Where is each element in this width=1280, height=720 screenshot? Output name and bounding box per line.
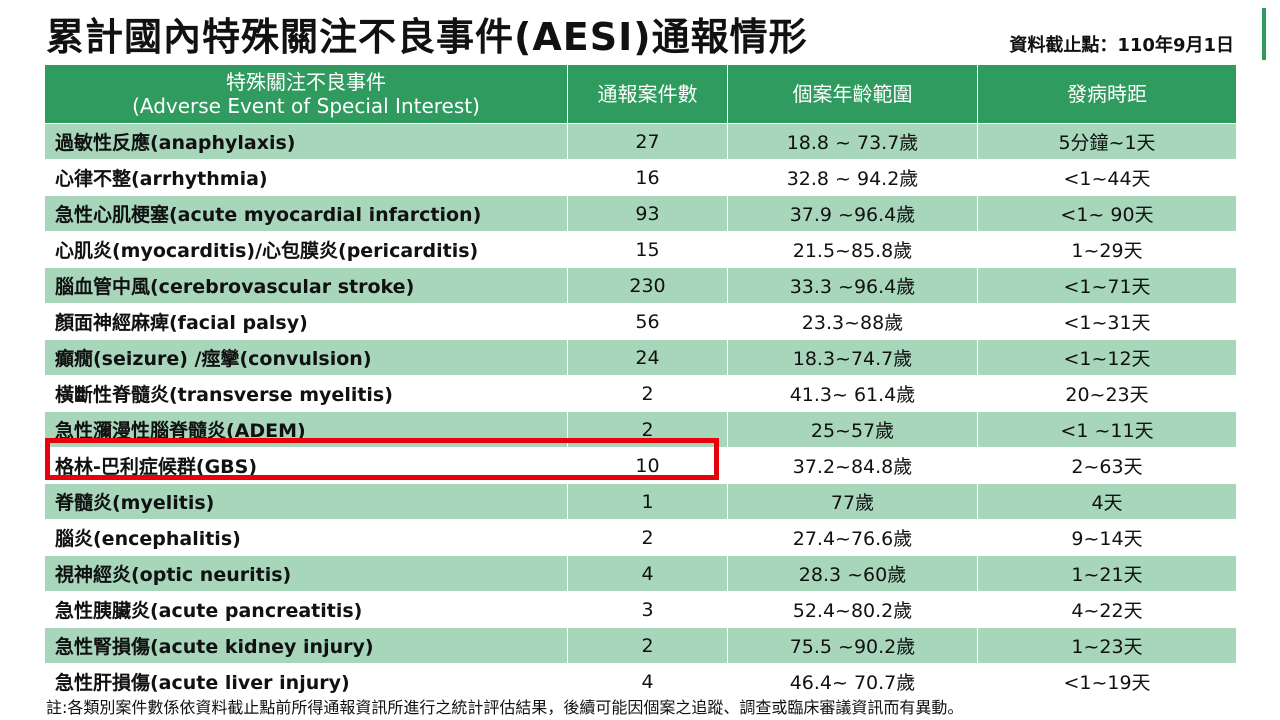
age-range-cell: 21.5~85.8歲	[727, 231, 978, 268]
page-title: 累計國內特殊關注不良事件(AESI)通報情形	[46, 15, 808, 59]
count-cell: 10	[567, 447, 728, 484]
event-cell: 急性胰臟炎(acute pancreatitis)	[44, 591, 568, 628]
onset-cell: 2~63天	[977, 447, 1237, 484]
count-cell: 2	[567, 519, 728, 556]
age-range-cell: 75.5 ~90.2歲	[727, 627, 978, 664]
table-row: 心肌炎(myocarditis)/心包膜炎(pericarditis) 15 21.…	[44, 231, 1237, 268]
onset-cell: <1 ~11天	[977, 411, 1237, 448]
age-range-cell: 52.4~80.2歲	[727, 591, 978, 628]
age-range-cell: 18.3~74.7歲	[727, 339, 978, 376]
event-cell: 腦炎(encephalitis)	[44, 519, 568, 556]
age-range-cell: 37.9 ~96.4歲	[727, 195, 978, 232]
count-cell: 27	[567, 123, 728, 160]
event-cell: 脊髓炎(myelitis)	[44, 483, 568, 520]
table-row: 視神經炎(optic neuritis) 4 28.3 ~60歲 1~21天	[44, 555, 1237, 592]
onset-cell: <1~19天	[977, 663, 1237, 700]
data-cutoff-date: 資料截止點：110年9月1日	[1009, 35, 1234, 56]
table-row: 心律不整(arrhythmia) 16 32.8 ~ 94.2歲 <1~44天	[44, 159, 1237, 196]
header-count: 通報案件數	[567, 64, 728, 124]
event-cell: 橫斷性脊髓炎(transverse myelitis)	[44, 375, 568, 412]
onset-cell: <1~71天	[977, 267, 1237, 304]
count-cell: 56	[567, 303, 728, 340]
count-cell: 15	[567, 231, 728, 268]
event-cell: 格林-巴利症候群(GBS)	[44, 447, 568, 484]
accent-bar	[1262, 8, 1266, 60]
count-cell: 3	[567, 591, 728, 628]
onset-cell: 4~22天	[977, 591, 1237, 628]
table-row: 急性腎損傷(acute kidney injury) 2 75.5 ~90.2歲 1~…	[44, 627, 1237, 664]
event-cell: 腦血管中風(cerebrovascular stroke)	[44, 267, 568, 304]
table-row: 腦炎(encephalitis) 2 27.4~76.6歲 9~14天	[44, 519, 1237, 556]
table-row: 橫斷性脊髓炎(transverse myelitis) 2 41.3~ 61.4歲 2…	[44, 375, 1237, 412]
age-range-cell: 27.4~76.6歲	[727, 519, 978, 556]
event-cell: 急性瀰漫性腦脊髓炎(ADEM)	[44, 411, 568, 448]
count-cell: 4	[567, 555, 728, 592]
onset-cell: <1~12天	[977, 339, 1237, 376]
count-cell: 230	[567, 267, 728, 304]
onset-cell: 1~21天	[977, 555, 1237, 592]
event-cell: 急性腎損傷(acute kidney injury)	[44, 627, 568, 664]
age-range-cell: 33.3 ~96.4歲	[727, 267, 978, 304]
event-cell: 過敏性反應(anaphylaxis)	[44, 123, 568, 160]
footnote: 註:各類別案件數係依資料截止點前所得通報資訊所進行之統計評估結果，後續可能因個案…	[46, 698, 964, 717]
table-row: 腦血管中風(cerebrovascular stroke) 230 33.3 ~96…	[44, 267, 1237, 304]
count-cell: 16	[567, 159, 728, 196]
table-row: 急性胰臟炎(acute pancreatitis) 3 52.4~80.2歲 4~22…	[44, 591, 1237, 628]
onset-cell: 9~14天	[977, 519, 1237, 556]
table-header-row: 特殊關注不良事件 (Adverse Event of Special Inter…	[44, 64, 1237, 124]
count-cell: 1	[567, 483, 728, 520]
table-row: 急性心肌梗塞(acute myocardial infarction) 93 37.…	[44, 195, 1237, 232]
age-range-cell: 46.4~ 70.7歲	[727, 663, 978, 700]
onset-cell: 1~29天	[977, 231, 1237, 268]
onset-cell: 5分鐘~1天	[977, 123, 1237, 160]
onset-cell: <1~44天	[977, 159, 1237, 196]
event-cell: 心律不整(arrhythmia)	[44, 159, 568, 196]
age-range-cell: 37.2~84.8歲	[727, 447, 978, 484]
onset-cell: 4天	[977, 483, 1237, 520]
age-range-cell: 25~57歲	[727, 411, 978, 448]
event-cell: 急性肝損傷(acute liver injury)	[44, 663, 568, 700]
age-range-cell: 18.8 ~ 73.7歲	[727, 123, 978, 160]
age-range-cell: 77歲	[727, 483, 978, 520]
table-row: 顏面神經麻痺(facial palsy) 56 23.3~88歲 <1~31天	[44, 303, 1237, 340]
event-cell: 急性心肌梗塞(acute myocardial infarction)	[44, 195, 568, 232]
header-event-en: (Adverse Event of Special Interest)	[132, 94, 480, 118]
header-age-range: 個案年齡範圍	[727, 64, 978, 124]
table-row: 急性肝損傷(acute liver injury) 4 46.4~ 70.7歲 <1~…	[44, 663, 1237, 700]
age-range-cell: 23.3~88歲	[727, 303, 978, 340]
age-range-cell: 32.8 ~ 94.2歲	[727, 159, 978, 196]
count-cell: 2	[567, 411, 728, 448]
table-row: 過敏性反應(anaphylaxis) 27 18.8 ~ 73.7歲 5分鐘~1天	[44, 123, 1237, 160]
header-event: 特殊關注不良事件 (Adverse Event of Special Inter…	[44, 64, 568, 124]
event-cell: 視神經炎(optic neuritis)	[44, 555, 568, 592]
onset-cell: <1~31天	[977, 303, 1237, 340]
table-row: 急性瀰漫性腦脊髓炎(ADEM) 2 25~57歲 <1 ~11天	[44, 411, 1237, 448]
table-row: 脊髓炎(myelitis) 1 77歲 4天	[44, 483, 1237, 520]
table-row: 格林-巴利症候群(GBS) 10 37.2~84.8歲 2~63天	[44, 447, 1237, 484]
table-body: 過敏性反應(anaphylaxis) 27 18.8 ~ 73.7歲 5分鐘~1天 心律…	[44, 123, 1237, 700]
age-range-cell: 41.3~ 61.4歲	[727, 375, 978, 412]
table-row: 癲癇(seizure) /痙攣(convulsion) 24 18.3~74.7歲 <…	[44, 339, 1237, 376]
onset-cell: <1~ 90天	[977, 195, 1237, 232]
count-cell: 24	[567, 339, 728, 376]
age-range-cell: 28.3 ~60歲	[727, 555, 978, 592]
event-cell: 顏面神經麻痺(facial palsy)	[44, 303, 568, 340]
count-cell: 93	[567, 195, 728, 232]
header-event-zh: 特殊關注不良事件	[226, 70, 386, 94]
count-cell: 2	[567, 375, 728, 412]
aesi-table: 特殊關注不良事件 (Adverse Event of Special Inter…	[44, 64, 1237, 700]
event-cell: 心肌炎(myocarditis)/心包膜炎(pericarditis)	[44, 231, 568, 268]
header-onset: 發病時距	[977, 64, 1237, 124]
onset-cell: 20~23天	[977, 375, 1237, 412]
event-cell: 癲癇(seizure) /痙攣(convulsion)	[44, 339, 568, 376]
count-cell: 2	[567, 627, 728, 664]
onset-cell: 1~23天	[977, 627, 1237, 664]
